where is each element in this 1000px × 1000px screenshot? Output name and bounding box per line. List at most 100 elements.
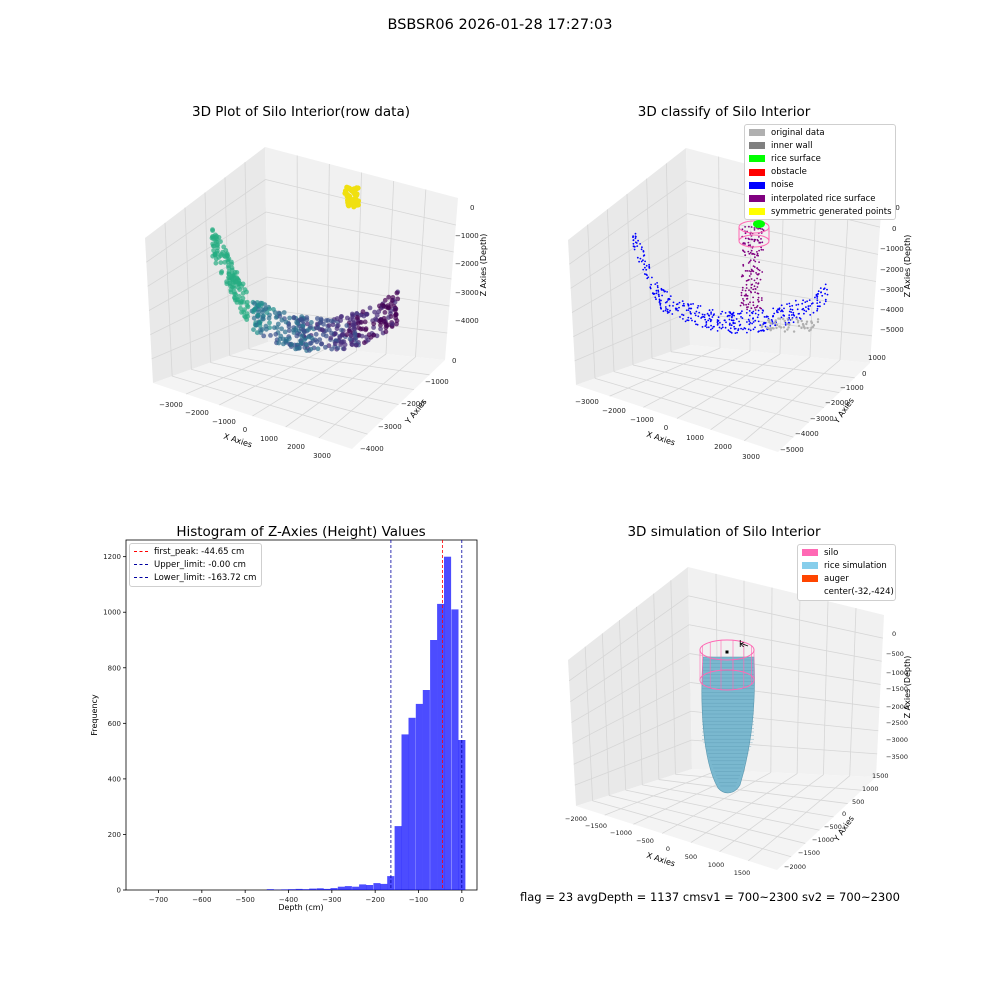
scatter-point	[330, 322, 336, 328]
noise-point	[748, 314, 751, 317]
noise-point	[791, 308, 794, 311]
noise-point	[749, 329, 752, 332]
scatter-point	[381, 319, 387, 325]
scatter-point	[226, 271, 232, 277]
scatter-point	[223, 248, 229, 253]
noise-point	[754, 319, 757, 322]
noise-point	[690, 317, 692, 320]
noise-point	[689, 312, 692, 315]
interpolated-point	[750, 307, 753, 310]
noise-point	[721, 323, 724, 326]
noise-point	[724, 312, 727, 314]
interpolated-point	[753, 229, 756, 231]
noise-point	[634, 237, 637, 240]
plot2-xtick: 0	[664, 424, 668, 432]
plot2-ztick: −1000	[880, 245, 904, 253]
plot4-ztick: −2000	[886, 703, 908, 711]
noise-point	[733, 325, 735, 328]
gridline	[571, 653, 690, 723]
histogram-bar	[373, 883, 381, 890]
noise-point	[687, 316, 690, 319]
noise-point	[675, 303, 678, 306]
noise-point	[691, 319, 693, 322]
scatter-point	[267, 320, 272, 326]
interpolated-point	[757, 240, 759, 242]
plot4-ytick: 0	[842, 810, 846, 818]
legend-item: inner wall	[745, 139, 895, 152]
noise-point	[790, 314, 793, 316]
interpolated-point	[740, 291, 743, 294]
noise-point	[717, 316, 720, 319]
noise-point	[711, 316, 714, 318]
interpolated-point	[753, 240, 756, 243]
interpolated-point	[744, 254, 747, 257]
legend-label: Lower_limit: -163.72 cm	[154, 572, 257, 583]
scatter-point	[371, 332, 377, 338]
scatter-point	[326, 323, 332, 328]
legend-label: rice surface	[771, 153, 821, 164]
noise-point	[742, 328, 744, 331]
plot4-xtick: 500	[685, 853, 697, 861]
histogram-bar	[451, 609, 459, 890]
scatter-point	[232, 297, 238, 303]
noise-point	[756, 316, 759, 319]
scatter-point	[299, 334, 305, 339]
noise-point	[814, 296, 816, 299]
figure-title: BSBSR06 2026-01-28 17:27:03	[387, 17, 613, 33]
plot2-ztick: 0	[892, 225, 896, 233]
gridline	[570, 624, 690, 703]
interpolated-point	[747, 241, 750, 244]
original-point	[788, 323, 791, 326]
interpolated-point	[757, 300, 760, 303]
original-point	[782, 326, 786, 329]
noise-point	[726, 315, 729, 318]
gridline	[689, 624, 882, 662]
scatter-point	[309, 320, 314, 325]
scatter-point	[251, 307, 257, 313]
noise-point	[745, 312, 748, 314]
histogram-bar	[422, 690, 430, 890]
plot4-annotation: k	[739, 640, 745, 650]
gridline	[574, 739, 692, 786]
noise-point	[663, 290, 666, 293]
noise-point	[642, 250, 645, 252]
original-point	[805, 322, 808, 326]
interpolated-point	[755, 306, 758, 309]
legend-swatch	[802, 562, 818, 570]
original-point	[805, 320, 809, 323]
noise-point	[703, 314, 706, 316]
plot2-title: 3D classify of Silo Interior	[637, 104, 811, 120]
noise-point	[697, 305, 700, 307]
plot1-ztick: −1000	[455, 232, 479, 240]
interpolated-point	[750, 226, 753, 228]
noise-point	[704, 325, 707, 327]
noise-point	[772, 307, 775, 310]
noise-point	[795, 316, 798, 319]
histogram-bar	[366, 885, 374, 890]
noise-point	[660, 307, 662, 310]
noise-point	[645, 264, 648, 267]
scatter-point	[263, 306, 269, 312]
scatter-point	[344, 323, 350, 328]
noise-point	[728, 330, 731, 333]
noise-point	[815, 293, 818, 296]
rice-surface-patch	[753, 220, 765, 228]
noise-point	[744, 327, 747, 330]
original-point	[806, 326, 809, 330]
noise-point	[805, 310, 808, 313]
noise-point	[821, 294, 824, 297]
histogram-bar	[295, 888, 303, 890]
interpolated-point	[744, 232, 747, 235]
noise-point	[794, 299, 797, 302]
scatter-point	[210, 243, 216, 249]
interpolated-point	[758, 242, 761, 244]
scatter-point	[226, 265, 232, 271]
noise-point	[807, 305, 810, 307]
plot4-ytick: 500	[852, 798, 864, 806]
interpolated-point	[759, 306, 761, 309]
interpolated-point	[744, 294, 747, 297]
scatter-point	[308, 346, 314, 352]
plot4-ytick: −1000	[812, 836, 834, 844]
noise-point	[748, 320, 751, 322]
noise-point	[692, 303, 694, 305]
